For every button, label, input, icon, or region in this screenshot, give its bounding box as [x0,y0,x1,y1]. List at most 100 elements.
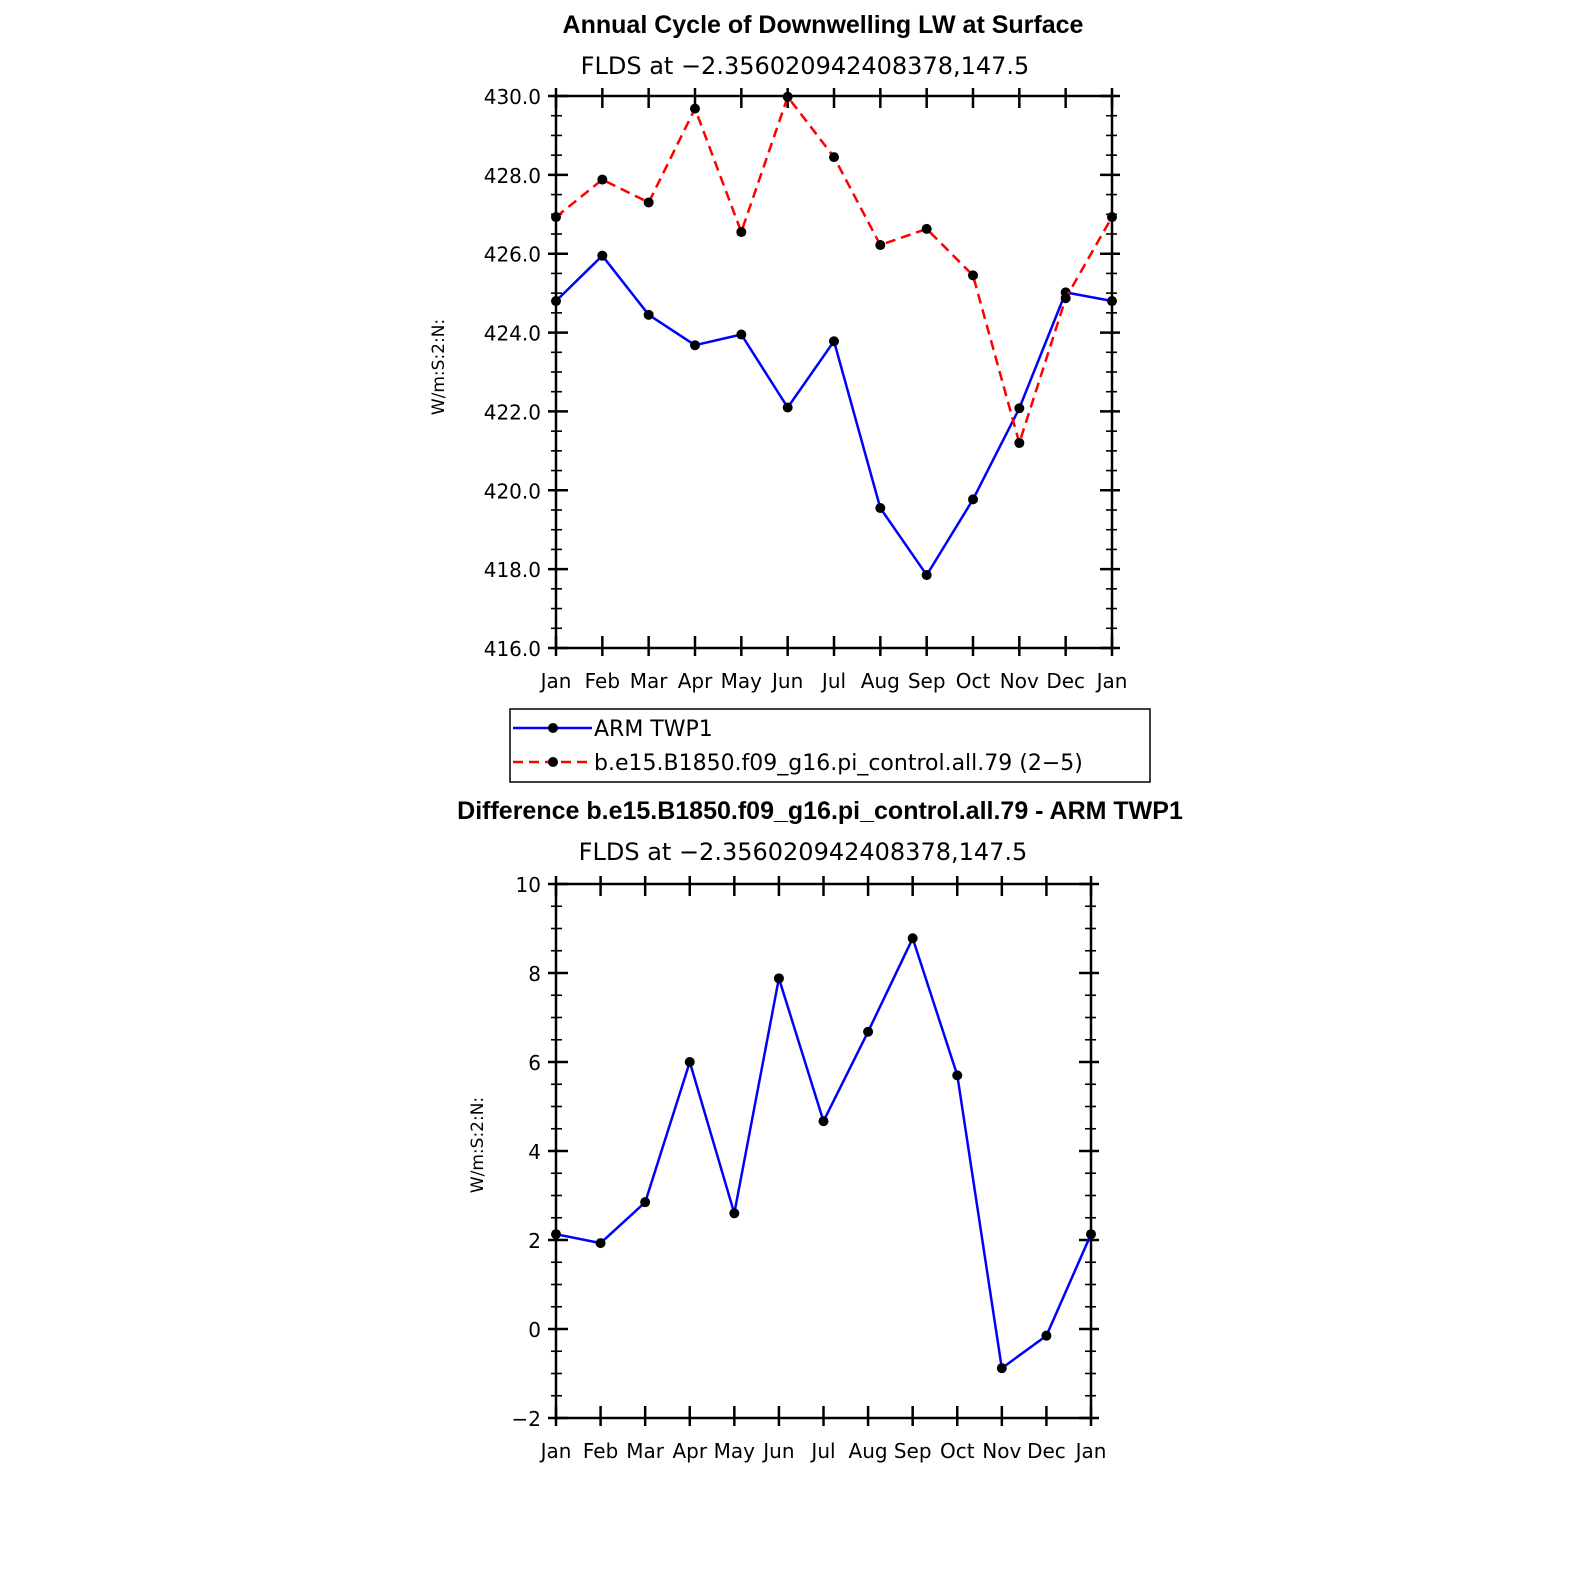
chart-title: Difference b.e15.B1850.f09_g16.pi_contro… [457,797,1183,825]
legend-marker-model [548,757,558,767]
data-point [1086,1229,1096,1240]
legend-label-model: b.e15.B1850.f09_g16.pi_control.all.79 (2… [594,751,1083,776]
data-point [551,212,561,223]
data-point [782,91,793,102]
x-tick-label: Mar [630,669,669,693]
x-tick-label: Dec [1046,669,1085,693]
x-tick-label: May [721,669,763,693]
legend-entry-arm: ARM TWP1 [513,717,713,742]
series-line-1 [555,95,1114,445]
x-tick-label: Nov [982,1439,1021,1463]
x-tick-label: Aug [861,669,900,693]
data-point [1014,437,1025,448]
x-tick-label: Jan [539,1439,572,1463]
data-point [829,336,839,347]
y-tick-label: −2 [512,1407,541,1431]
x-tick-label: Mar [626,1439,665,1463]
axes: Jan Feb Mar Apr May Jun Jul Aug Sep Oct Nov Dec Jan −… [512,873,1107,1463]
y-tick-label: 422.0 [484,400,541,424]
data-point [818,1116,829,1127]
data-point [968,270,978,281]
y-tick-label: 0 [528,1318,541,1342]
y-axis-label: W/m:S:2:N: [429,319,449,415]
data-point [1014,403,1025,414]
data-point [643,309,654,320]
y-tick-label: 416.0 [484,637,541,661]
x-tick-label: Feb [585,669,620,693]
plot-series [551,933,1096,1374]
data-point [690,340,700,351]
x-tick-label: Nov [1000,669,1039,693]
data-point [1041,1330,1052,1341]
x-tick-label: Oct [956,669,991,693]
data-point [996,1363,1007,1374]
x-tick-label: Apr [678,669,713,693]
y-tick-label: 418.0 [484,558,541,582]
y-axis-label: W/m:S:2:N: [468,1097,488,1193]
y-tick-label: 426.0 [484,243,541,267]
x-tick-label: Jul [820,669,846,693]
series-line-0 [555,937,1093,1370]
data-point [875,503,886,514]
x-tick-label: Jun [770,669,803,693]
y-tick-label: 428.0 [484,164,541,188]
plot-frame [554,94,1114,650]
data-point [551,1229,561,1240]
x-tick-label: Dec [1027,1439,1066,1463]
data-point [736,329,747,340]
legend-box [509,708,1151,783]
data-point [921,223,932,234]
chart-subtitle: FLDS at −2.356020942408378,147.5 [579,838,1028,866]
legend: ARM TWP1 b.e15.B1850.f09_g16.pi_control.… [509,708,1151,783]
x-tick-label: Apr [672,1439,707,1463]
data-point [875,240,886,251]
annual-cycle-chart: Annual Cycle of Downwelling LW at Surfac… [429,11,1127,693]
x-tick-label: Sep [894,1439,932,1463]
data-point [1060,293,1071,304]
chart-subtitle: FLDS at −2.356020942408378,147.5 [581,52,1030,80]
data-point [736,227,747,238]
y-tick-label: 430.0 [484,85,541,109]
y-tick-label: 424.0 [484,322,541,346]
data-point [907,933,918,944]
data-point [921,570,932,581]
plot-series [551,91,1117,581]
data-point [968,494,978,505]
legend-entry-model: b.e15.B1850.f09_g16.pi_control.all.79 (2… [513,751,1083,776]
data-point [551,296,561,307]
chart-title: Annual Cycle of Downwelling LW at Surfac… [563,11,1084,39]
difference-chart: Difference b.e15.B1850.f09_g16.pi_contro… [457,797,1183,1463]
data-point [690,103,700,114]
legend-marker-arm [548,723,558,733]
y-tick-label: 6 [528,1051,541,1075]
data-point [829,152,839,163]
data-point [782,402,793,413]
data-point [729,1208,740,1219]
data-point [684,1057,695,1067]
x-tick-label: Aug [849,1439,888,1463]
x-tick-label: Jan [539,669,572,693]
axes: Jan Feb Mar Apr May Jun Jul Aug Sep Oct Nov Dec Jan 4… [484,85,1128,693]
y-tick-label: 420.0 [484,479,541,503]
plot-frame [554,882,1093,1420]
x-tick-label: Jan [1074,1439,1107,1463]
x-tick-label: Oct [940,1439,975,1463]
y-tick-label: 10 [516,873,541,897]
data-point [597,174,608,185]
y-tick-label: 2 [528,1229,541,1253]
data-point [1107,212,1117,223]
y-tick-label: 8 [528,962,541,986]
data-point [863,1026,874,1037]
x-tick-label: May [714,1439,756,1463]
x-tick-label: Feb [583,1439,618,1463]
x-tick-label: Jun [761,1439,794,1463]
data-point [640,1197,651,1208]
x-tick-label: Sep [908,669,946,693]
y-tick-label: 4 [528,1140,541,1164]
legend-label-arm: ARM TWP1 [594,717,713,742]
x-tick-label: Jul [809,1439,835,1463]
data-point [597,250,608,261]
data-point [952,1070,963,1081]
x-tick-label: Jan [1095,669,1128,693]
